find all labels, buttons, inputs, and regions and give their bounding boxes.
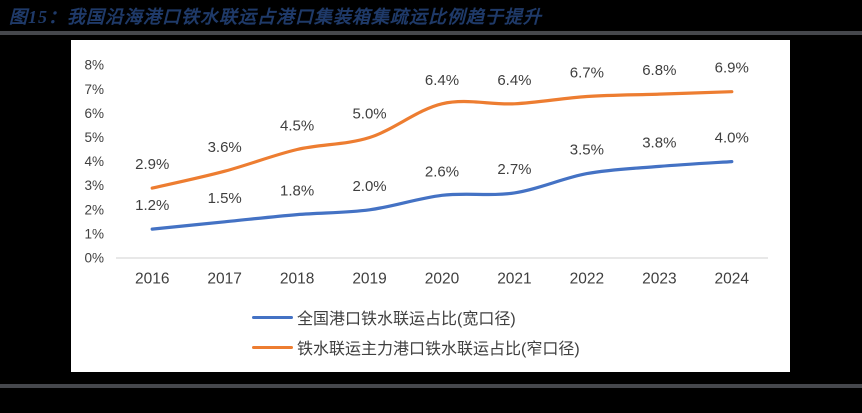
y-axis-tick-label: 5%	[84, 130, 104, 145]
legend-line-blue-icon	[252, 315, 293, 319]
data-label-series-0: 1.2%	[135, 197, 169, 214]
x-axis-tick-label: 2017	[207, 271, 241, 288]
legend-label-main-ports-narrow: 铁水联运主力港口铁水联运占比(窄口径)	[297, 341, 580, 358]
x-axis-tick-label: 2019	[352, 271, 386, 288]
legend: 全国港口铁水联运占比(宽口径) 铁水联运主力港口铁水联运占比(窄口径)	[252, 304, 580, 360]
figure-title: 图15：我国沿海港口铁水联运占港口集装箱集疏运比例趋于提升	[9, 7, 542, 27]
y-axis-tick-label: 7%	[84, 82, 104, 97]
data-label-series-0: 2.0%	[352, 178, 386, 195]
data-label-series-1: 4.5%	[280, 118, 314, 135]
x-axis-tick-label: 2024	[715, 271, 750, 288]
y-axis-tick-label: 2%	[84, 202, 104, 217]
bottom-separator	[0, 384, 862, 388]
data-label-series-1: 2.9%	[135, 156, 169, 173]
legend-item-main-ports-narrow: 铁水联运主力港口铁水联运占比(窄口径)	[252, 334, 580, 360]
y-axis-tick-label: 6%	[84, 106, 104, 121]
x-axis-tick-label: 2022	[570, 271, 604, 288]
data-label-series-1: 6.9%	[715, 60, 749, 77]
data-label-series-1: 6.4%	[425, 72, 459, 89]
data-label-series-0: 1.5%	[208, 190, 242, 207]
data-label-series-1: 3.6%	[208, 139, 242, 156]
legend-item-national-wide: 全国港口铁水联运占比(宽口径)	[252, 304, 580, 330]
data-label-series-0: 2.6%	[425, 163, 459, 180]
data-label-series-0: 4.0%	[715, 130, 749, 147]
data-label-series-0: 1.8%	[280, 183, 314, 200]
data-label-series-1: 5.0%	[352, 106, 386, 123]
series-line-0	[150, 160, 734, 231]
data-label-series-1: 6.4%	[497, 72, 531, 89]
line-chart: 0% 1% 2% 3% 4% 5% 6% 7% 8% 2016 2017 2018 2019 2020 20…	[84, 58, 768, 288]
x-axis-tick-label: 2016	[135, 271, 169, 288]
data-label-series-0: 3.5%	[570, 142, 604, 159]
y-axis-tick-label: 8%	[84, 58, 104, 73]
data-label-series-1: 6.8%	[642, 62, 676, 79]
x-axis-tick-label: 2020	[425, 271, 460, 288]
data-label-series-0: 3.8%	[642, 134, 676, 151]
x-axis-tick-label: 2018	[280, 271, 314, 288]
x-axis-tick-label: 2021	[497, 271, 531, 288]
y-axis-tick-label: 3%	[84, 178, 104, 193]
series-line-1	[150, 90, 734, 190]
legend-line-orange-icon	[252, 345, 293, 349]
chart-panel: 0% 1% 2% 3% 4% 5% 6% 7% 8% 2016 2017 2018 2019 2020 20…	[71, 40, 790, 372]
y-axis-tick-label: 4%	[84, 154, 104, 169]
data-label-series-0: 2.7%	[497, 161, 531, 178]
data-label-series-1: 6.7%	[570, 65, 604, 82]
top-separator	[0, 31, 862, 35]
y-axis-tick-label: 1%	[84, 226, 104, 241]
y-axis-tick-label: 0%	[84, 251, 104, 266]
legend-label-national-wide: 全国港口铁水联运占比(宽口径)	[297, 311, 516, 328]
x-axis-tick-label: 2023	[642, 271, 676, 288]
